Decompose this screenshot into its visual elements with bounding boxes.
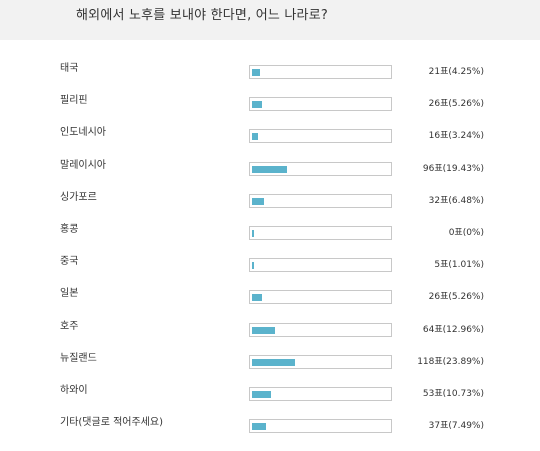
poll-option-label: 태국 (60, 63, 79, 74)
poll-option-label: 필리핀 (60, 95, 88, 107)
poll-option-row: 태국 21표(4.25%) (0, 63, 540, 83)
poll-option-result: 5표(1.01%) (434, 260, 484, 271)
poll-option-result: 21표(4.25%) (428, 67, 484, 77)
poll-option-label: 뉴질랜드 (60, 352, 97, 364)
poll-bar-fill (252, 69, 260, 76)
poll-option-row: 홍콩 0표(0%) (0, 224, 540, 244)
poll-option-result: 118표(23.89%) (417, 356, 484, 367)
poll-option-label: 홍콩 (60, 224, 79, 235)
poll-option-label: 말레이시아 (60, 159, 106, 171)
poll-option-row: 필리핀 26표(5.26%) (0, 95, 540, 115)
poll-bar-track (249, 258, 392, 273)
poll-option-label: 중국 (60, 256, 79, 268)
poll-bar-track (249, 354, 392, 369)
poll-option-row: 기타(댓글로 적어주세요) 37표(7.49%) (0, 417, 540, 437)
poll-bar-track (249, 161, 392, 176)
poll-bar-fill (252, 262, 254, 270)
poll-option-result: 26표(5.26%) (428, 292, 484, 303)
poll-bar-fill (252, 165, 288, 173)
poll-bar-track (249, 97, 392, 112)
poll-bar-fill (252, 101, 262, 109)
poll-option-result: 64표(12.96%) (422, 324, 484, 335)
poll-option-result: 53표(10.73%) (422, 389, 484, 399)
poll-bar-track (249, 129, 392, 144)
poll-bar-fill (252, 133, 258, 141)
poll-option-label: 일본 (60, 288, 79, 300)
poll-bar-fill (252, 358, 296, 366)
poll-bar-fill (252, 294, 262, 302)
poll-option-row: 말레이시아 96표(19.43%) (0, 160, 540, 180)
poll-option-result: 26표(5.26%) (428, 99, 484, 110)
poll-option-label: 하와이 (60, 385, 88, 396)
poll-option-label: 인도네시아 (60, 127, 106, 139)
poll-bar-track (249, 419, 392, 434)
poll-option-result: 0표(0%) (448, 228, 484, 238)
poll-header: 해외에서 노후를 보내야 한다면, 어느 나라로? (0, 0, 540, 40)
poll-bar-fill (252, 230, 254, 237)
poll-option-result: 37표(7.49%) (428, 421, 484, 432)
poll-option-row: 뉴질랜드 118표(23.89%) (0, 353, 540, 373)
poll-bar-fill (252, 197, 264, 205)
poll-bar-track (249, 65, 392, 79)
poll-bar-fill (252, 391, 272, 398)
poll-option-row: 하와이 53표(10.73%) (0, 385, 540, 405)
poll-option-label: 싱가포르 (60, 191, 97, 203)
poll-bar-fill (252, 423, 266, 431)
poll-option-row: 중국 5표(1.01%) (0, 256, 540, 276)
poll-option-result: 16표(3.24%) (428, 131, 484, 142)
poll-option-result: 96표(19.43%) (422, 163, 484, 174)
poll-option-result: 32표(6.48%) (428, 195, 484, 206)
poll-bar-track (249, 387, 392, 401)
poll-bar-track (249, 322, 392, 337)
poll-option-row: 싱가포르 32표(6.48%) (0, 192, 540, 212)
poll-option-row: 일본 26표(5.26%) (0, 288, 540, 308)
poll-option-label: 호주 (60, 320, 79, 332)
poll-bar-fill (252, 326, 276, 334)
poll-option-row: 호주 64표(12.96%) (0, 321, 540, 341)
poll-title: 해외에서 노후를 보내야 한다면, 어느 나라로? (76, 8, 328, 23)
poll-option-row: 인도네시아 16표(3.24%) (0, 127, 540, 147)
poll-bar-track (249, 290, 392, 305)
poll-bar-track (249, 226, 392, 240)
poll-bar-track (249, 193, 392, 208)
poll-option-label: 기타(댓글로 적어주세요) (60, 417, 163, 429)
